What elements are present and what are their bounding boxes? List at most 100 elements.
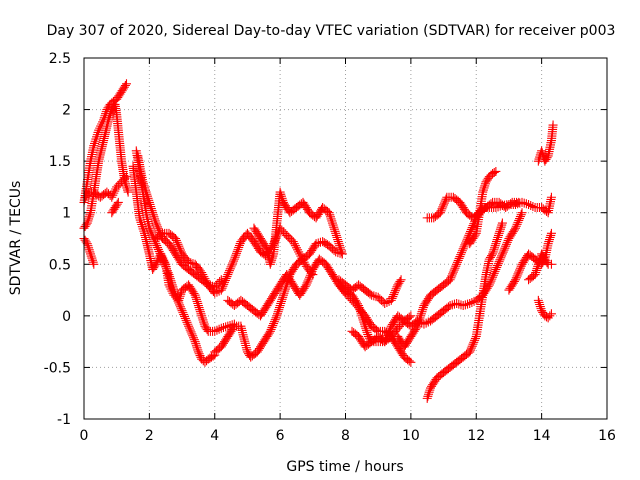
data-point	[153, 244, 163, 254]
data-point	[148, 208, 158, 218]
data-point	[337, 249, 347, 259]
data-point	[499, 245, 509, 255]
data-point	[451, 261, 461, 271]
data-point	[235, 239, 245, 249]
data-point	[497, 218, 507, 228]
y-tick-label: 0.5	[49, 257, 71, 273]
data-point	[543, 239, 553, 249]
data-point	[357, 311, 367, 321]
data-point	[138, 224, 148, 234]
data-point	[449, 265, 459, 275]
data-point	[526, 200, 536, 210]
data-point	[189, 289, 199, 299]
data-point	[109, 188, 119, 198]
data-point	[190, 337, 200, 347]
data-point	[217, 283, 227, 293]
data-point	[99, 115, 109, 125]
data-point	[267, 255, 277, 265]
data-point	[485, 278, 495, 288]
data-point	[272, 311, 282, 321]
data-point	[138, 177, 148, 187]
data-point	[404, 312, 414, 322]
data-point	[487, 251, 497, 261]
data-point	[303, 276, 313, 286]
data-point	[269, 317, 279, 327]
series-track-8	[128, 161, 239, 336]
series-track-4	[79, 234, 99, 269]
data-point	[334, 239, 344, 249]
data-point	[466, 345, 476, 355]
data-point	[137, 222, 147, 232]
data-point	[531, 265, 541, 275]
data-point	[510, 223, 520, 233]
data-point	[514, 215, 524, 225]
data-point	[175, 302, 185, 312]
data-point	[470, 230, 480, 240]
data-point	[480, 179, 490, 189]
data-point	[192, 343, 202, 353]
data-point	[517, 208, 527, 218]
data-point	[174, 295, 184, 305]
data-point	[294, 247, 304, 257]
data-point	[218, 281, 228, 291]
data-point	[386, 295, 396, 305]
data-point	[266, 324, 276, 334]
data-point	[425, 385, 435, 395]
data-point	[151, 259, 161, 269]
data-point	[533, 259, 543, 269]
data-point	[497, 249, 507, 259]
y-tick-labels: -1 -0.5 0 0.5 1 1.5 2 2.5	[44, 51, 71, 428]
data-point	[156, 230, 166, 240]
data-point	[363, 329, 373, 339]
series-track-14	[334, 275, 406, 308]
data-point	[367, 290, 377, 300]
data-point	[467, 297, 477, 307]
data-point	[489, 167, 499, 177]
y-tick-label: -0.5	[44, 360, 71, 376]
data-point	[146, 227, 156, 237]
data-point	[142, 191, 152, 201]
data-point	[138, 179, 148, 189]
data-point	[489, 268, 499, 278]
data-point	[216, 285, 226, 295]
data-point	[280, 286, 290, 296]
data-point	[145, 225, 155, 235]
data-point	[544, 237, 554, 247]
data-point	[458, 301, 468, 311]
data-point	[406, 357, 416, 367]
data-point	[278, 195, 288, 205]
data-point	[86, 249, 96, 259]
data-point	[195, 351, 205, 361]
data-point	[153, 222, 163, 232]
data-point	[199, 272, 209, 282]
data-point	[110, 186, 120, 196]
data-point	[358, 315, 368, 325]
data-point	[90, 138, 100, 148]
data-point	[181, 315, 191, 325]
data-point	[414, 315, 424, 325]
data-point	[166, 284, 176, 294]
data-point	[220, 277, 230, 287]
data-point	[267, 322, 277, 332]
data-point	[490, 243, 500, 253]
data-point	[274, 303, 284, 313]
data-point	[265, 259, 275, 269]
data-point	[512, 271, 522, 281]
data-point	[223, 270, 233, 280]
data-point	[491, 166, 501, 176]
data-point	[416, 309, 426, 319]
data-point	[306, 268, 316, 278]
data-point	[414, 317, 424, 327]
data-point	[354, 303, 364, 313]
data-point	[502, 237, 512, 247]
data-point	[335, 241, 345, 251]
data-point	[81, 220, 91, 230]
data-point	[513, 269, 523, 279]
data-point	[221, 322, 231, 332]
data-point	[171, 234, 181, 243]
data-point	[354, 301, 364, 311]
data-point	[290, 241, 300, 251]
data-point	[189, 333, 199, 343]
data-point	[423, 391, 433, 401]
data-point	[216, 323, 226, 333]
